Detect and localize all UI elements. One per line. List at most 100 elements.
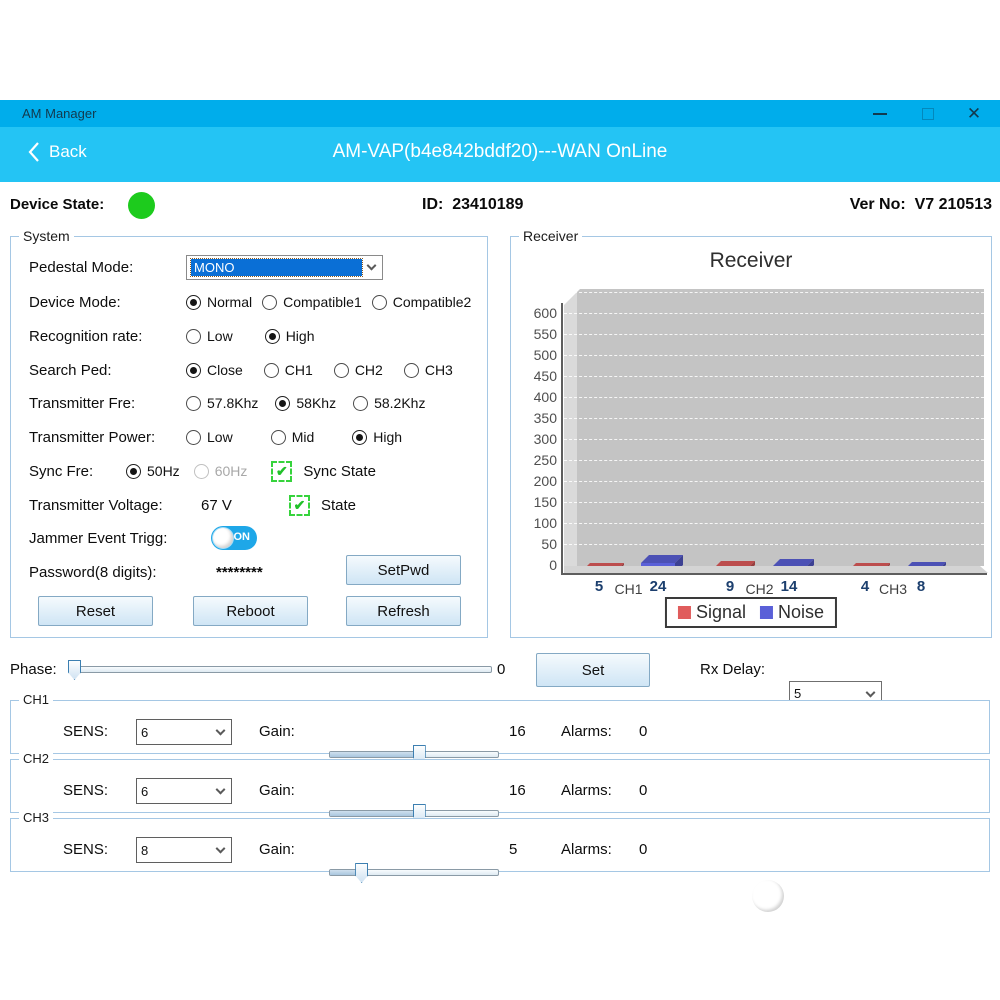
chevron-down-icon (215, 843, 226, 854)
y-axis-tick-label: 200 (533, 473, 557, 489)
radio-label: 58.2Khz (374, 395, 426, 411)
bar-value-label: 4 (860, 578, 870, 595)
gridline (564, 334, 984, 335)
radio-low[interactable]: Low (186, 429, 233, 445)
sync-fre-radios: 50Hz 60Hz (126, 463, 247, 479)
gain-value: 16 (509, 782, 526, 799)
device-id: ID: 23410189 (422, 196, 523, 214)
sens-select[interactable]: 6 (136, 778, 232, 804)
pedestal-mode-select[interactable]: MONO (186, 254, 383, 280)
rx-delay-value: 5 (794, 686, 802, 701)
sens-label: SENS: (63, 782, 109, 799)
slider-track[interactable] (68, 666, 492, 673)
toggle-state-label: ON (233, 531, 251, 543)
minimize-icon (873, 112, 887, 115)
radio-label: CH2 (354, 362, 383, 378)
gridline (564, 544, 984, 545)
device-mode-label: Device Mode: (29, 293, 121, 311)
radio-circle (264, 328, 280, 344)
window-title: AM Manager (22, 106, 97, 121)
radio-57-8khz[interactable]: 57.8Khz (186, 395, 258, 411)
setpwd-button[interactable]: SetPwd (346, 555, 461, 585)
system-groupbox: System Pedestal Mode: MONO Device Mode: … (10, 228, 488, 638)
phase-slider[interactable] (68, 657, 492, 681)
gridline (564, 292, 984, 293)
sens-select[interactable]: 6 (136, 719, 232, 745)
alarms-label: Alarms: (561, 841, 612, 858)
receiver-chart: Receiver Signal Noise 0 50 100 150 200 250 300 3… (511, 237, 991, 637)
refresh-button[interactable]: Refresh (346, 596, 461, 626)
version-label: Ver No: (849, 196, 906, 213)
radio-mid[interactable]: Mid (270, 429, 314, 445)
x-axis-category-label: CH3 (878, 581, 907, 597)
radio-normal[interactable]: Normal (186, 294, 252, 310)
radio-label: Low (207, 429, 233, 445)
back-button[interactable]: Back (28, 141, 87, 163)
phase-label: Phase: (10, 661, 57, 678)
bar-value-label: 5 (594, 578, 604, 595)
sens-label: SENS: (63, 723, 109, 740)
radio-high[interactable]: High (264, 328, 314, 344)
gain-slider[interactable] (329, 860, 499, 884)
radio-low[interactable]: Low (186, 328, 233, 344)
radio-circle (186, 395, 201, 411)
slider-thumb[interactable] (355, 863, 369, 883)
radio-50hz[interactable]: 50Hz (126, 463, 180, 479)
sens-value: 6 (141, 724, 149, 740)
radio-60hz: 60Hz (193, 463, 247, 479)
bar-ch1-noise (641, 554, 683, 566)
radio-high[interactable]: High (352, 429, 402, 445)
jammer-event-toggle[interactable]: ON (211, 526, 257, 550)
channel-title: CH3 (19, 810, 54, 825)
sync-state-checkbox[interactable] (271, 460, 293, 482)
legend-item-noise: Noise (760, 602, 824, 623)
bar-value-label: 14 (780, 578, 798, 595)
y-axis-tick-label: 50 (541, 536, 557, 552)
gain-label: Gain: (259, 782, 295, 799)
jammer-event-trigg-label: Jammer Event Trigg: (29, 529, 168, 547)
legend-label: Noise (778, 602, 825, 622)
y-axis-tick-label: 150 (533, 494, 557, 510)
chevron-down-icon (865, 687, 876, 698)
gain-value: 5 (509, 841, 518, 858)
maximize-button[interactable] (908, 100, 948, 127)
gain-label: Gain: (259, 841, 295, 858)
reboot-button[interactable]: Reboot (193, 596, 308, 626)
gridline (564, 439, 984, 440)
radio-compatible2[interactable]: Compatible2 (371, 294, 471, 310)
password-value[interactable]: ******** (216, 563, 263, 581)
radio-ch2[interactable]: CH2 (333, 362, 383, 378)
radio-58khz[interactable]: 58Khz (275, 395, 336, 411)
radio-circle (186, 362, 201, 378)
alarms-label: Alarms: (561, 723, 612, 740)
gridline (564, 460, 984, 461)
phase-value: 0 (497, 661, 506, 678)
device-state-label: Device State: (10, 196, 105, 213)
toggle-knob (752, 880, 784, 912)
legend-label: Signal (695, 602, 747, 622)
reset-button[interactable]: Reset (38, 596, 153, 626)
slider-thumb[interactable] (68, 660, 81, 680)
device-mode-radios: Normal Compatible1 Compatible2 (186, 294, 471, 310)
set-button[interactable]: Set (536, 653, 650, 687)
toggle-state-label: ON (717, 887, 741, 904)
slider-fill (330, 870, 361, 875)
radio-close[interactable]: Close (186, 362, 243, 378)
state-checkbox[interactable] (289, 494, 310, 516)
close-button[interactable]: ✕ (954, 100, 994, 127)
sens-select[interactable]: 8 (136, 837, 232, 863)
alarms-label: Alarms: (561, 782, 612, 799)
radio-ch1[interactable]: CH1 (263, 362, 313, 378)
ch1-groupbox: CH1 SENS: 6 Gain: 16 Alarms: 0 ON (10, 692, 990, 794)
minimize-button[interactable] (860, 100, 900, 127)
radio-ch3[interactable]: CH3 (403, 362, 453, 378)
transmitter-power-label: Transmitter Power: (29, 428, 156, 446)
radio-circle (270, 429, 286, 445)
y-axis-tick-label: 600 (533, 305, 557, 321)
gain-value: 16 (509, 723, 526, 740)
radio-compatible1[interactable]: Compatible1 (262, 294, 362, 310)
radio-58-2khz[interactable]: 58.2Khz (353, 395, 425, 411)
chart-plot-area (564, 289, 984, 566)
radio-circle (263, 362, 279, 378)
slider-track[interactable] (329, 869, 499, 876)
